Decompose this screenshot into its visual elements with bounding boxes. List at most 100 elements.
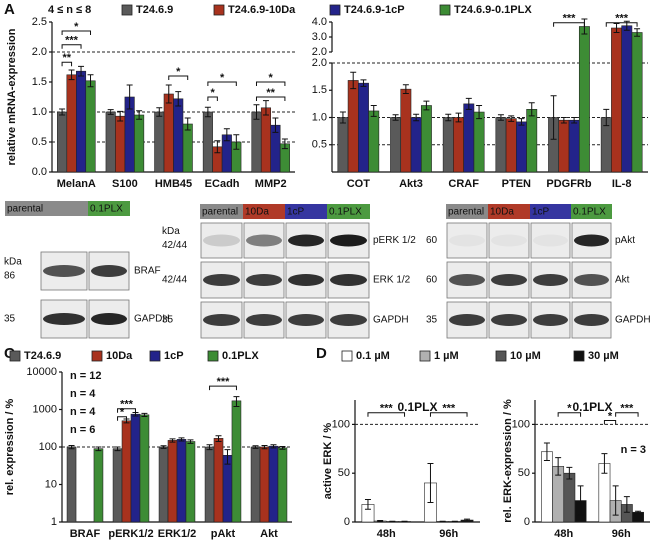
significance-bracket: [615, 412, 639, 417]
error-bar: [136, 110, 143, 120]
kda-label: 35: [4, 314, 16, 325]
bar: [260, 107, 271, 173]
bar: [202, 111, 213, 173]
y-tick-label: 3.0: [312, 31, 327, 43]
error-bar: [402, 84, 409, 95]
bar: [400, 88, 412, 173]
legend-swatch: [419, 350, 431, 362]
significance-label: *: [269, 72, 274, 84]
y-tick-label: 0.5: [312, 139, 327, 151]
bar: [463, 103, 475, 173]
y-tick-label: 1.5: [32, 76, 47, 88]
blot-band: [574, 274, 609, 286]
error-bar: [281, 138, 288, 150]
legend-swatch: [573, 350, 585, 362]
significance-bracket: [553, 22, 585, 27]
blot-band: [330, 234, 367, 247]
y-tick-label: 1000: [33, 403, 57, 415]
blot-band: [574, 234, 609, 247]
blot-band: [91, 313, 127, 325]
error-bar: [233, 134, 240, 150]
n-label: n = 4: [70, 388, 96, 400]
blot-band: [43, 313, 85, 325]
significance-label: *: [120, 407, 125, 419]
x-tick-label: MMP2: [255, 178, 287, 190]
bar: [410, 117, 422, 173]
error-bar: [508, 115, 515, 122]
error-bar: [497, 114, 504, 121]
significance-label: **: [63, 52, 72, 64]
bar: [93, 448, 104, 523]
bar: [115, 115, 126, 173]
error-bar: [439, 520, 446, 523]
error-bar: [126, 84, 133, 110]
legend-label: T24.6.9: [136, 4, 173, 16]
error-bar: [413, 113, 420, 122]
protein-label: Akt: [615, 275, 630, 286]
legend-swatch: [495, 350, 507, 362]
y-tick-label: 4.0: [312, 16, 327, 28]
error-bar: [184, 117, 191, 131]
error-bar: [465, 97, 472, 110]
legend-label: T24.6.9-1cP: [344, 4, 405, 16]
significance-label: ***: [217, 376, 231, 388]
y-tick-label: 2.0: [312, 46, 327, 58]
kda-label: 42/44: [162, 240, 187, 251]
blot-band: [449, 234, 485, 247]
bar: [231, 400, 242, 523]
x-tick-label: CRAF: [448, 178, 479, 190]
significance-bracket: [603, 419, 617, 425]
bar: [337, 117, 349, 173]
legend-label: 0.1 µM: [356, 350, 390, 362]
blot-band: [246, 234, 282, 247]
x-tick-label: MelanA: [57, 178, 96, 190]
blot-band: [449, 314, 485, 326]
error-bar: [476, 105, 483, 120]
significance-bracket: [367, 412, 406, 417]
significance-label: ***: [380, 403, 394, 415]
lane-label: 10Da: [245, 207, 269, 218]
chart-note: n = 3: [621, 444, 646, 456]
bar: [134, 114, 145, 173]
n-label: n = 12: [70, 370, 102, 382]
error-bar: [550, 95, 557, 140]
y-tick-label: 50: [518, 467, 530, 479]
significance-bracket: [605, 22, 638, 27]
lane-header: [488, 204, 530, 219]
bar: [66, 446, 77, 523]
error-bar: [377, 520, 384, 523]
x-tick-label: PTEN: [502, 178, 531, 190]
blot-band: [91, 265, 127, 277]
blot-band: [246, 314, 282, 326]
bar: [495, 117, 507, 173]
significance-bracket: [61, 61, 73, 67]
error-bar: [401, 520, 408, 523]
y-tick-label: 1.0: [312, 111, 327, 123]
blot-lane: [488, 222, 530, 259]
error-bar: [204, 106, 211, 118]
significance-bracket: [168, 75, 189, 80]
error-bar: [560, 117, 567, 124]
blot-band: [288, 274, 324, 286]
x-tick-label: IL-8: [612, 178, 632, 190]
y-tick-label: 1.5: [312, 84, 327, 96]
protein-label: ERK 1/2: [373, 275, 411, 286]
bar: [368, 110, 380, 173]
blot-lane: [530, 222, 571, 259]
error-bar: [364, 499, 371, 510]
error-bar: [427, 462, 434, 503]
error-bar: [175, 91, 182, 107]
blot-band: [533, 274, 568, 286]
significance-label: *: [220, 72, 225, 84]
protein-label: BRAF: [134, 266, 161, 277]
legend-swatch: [341, 350, 353, 362]
bar: [85, 80, 96, 173]
y-tick-label: 10: [45, 478, 57, 490]
legend-swatch: [91, 350, 103, 362]
bar: [268, 445, 279, 523]
bar: [568, 119, 580, 173]
bar: [453, 117, 464, 173]
kda-label: 60: [426, 275, 438, 286]
bar: [358, 82, 369, 173]
legend-label: 1 µM: [434, 350, 459, 362]
